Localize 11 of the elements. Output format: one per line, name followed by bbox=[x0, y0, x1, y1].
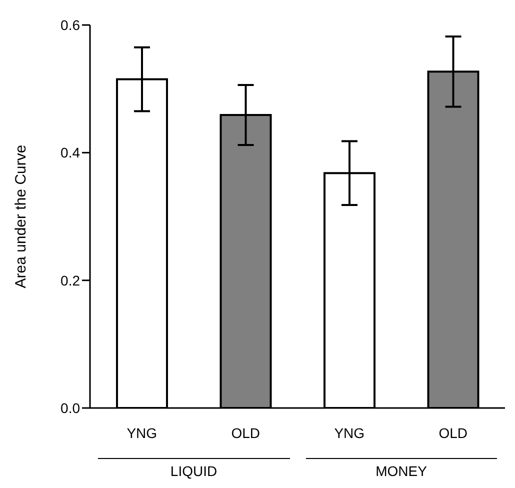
y-tick-label: 0.6 bbox=[60, 16, 80, 33]
x-tick-label: OLD bbox=[438, 424, 468, 441]
text: MONEY bbox=[306, 458, 497, 479]
text: LIQUID bbox=[98, 458, 290, 479]
x-tick-label: OLD bbox=[231, 424, 260, 441]
y-tick-label: 0.0 bbox=[60, 400, 80, 416]
x-tick-label: YNG bbox=[126, 424, 158, 441]
y-tick-label: 0.2 bbox=[60, 272, 80, 288]
y-axis-title: Area under the Curve bbox=[12, 144, 30, 288]
y-tick-label: 0.4 bbox=[60, 144, 80, 161]
x-tick-label: YNG bbox=[334, 424, 365, 441]
